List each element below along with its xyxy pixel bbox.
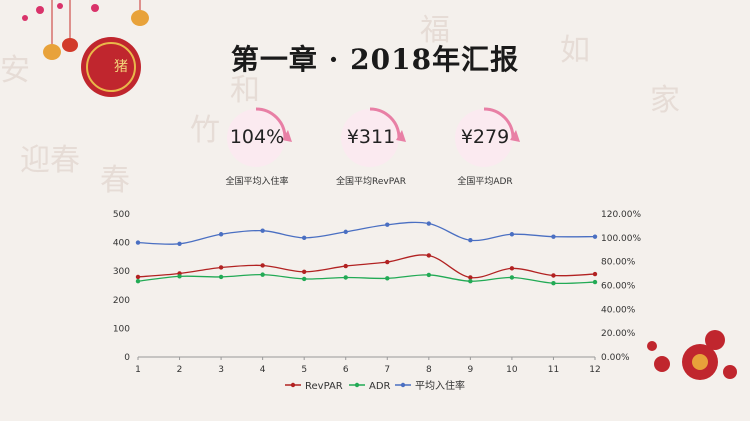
legend-swatch-marker [354,382,360,388]
x-tick-label: 12 [589,365,600,375]
svg-text:和: 和 [230,73,260,108]
y-left-tick-label: 400 [113,239,130,249]
data-point [343,229,348,235]
kpi-revpar: ¥311 全国平均RevPAR [311,100,431,190]
data-point [177,274,182,279]
kpi-value: ¥279 [460,126,510,148]
data-point [592,271,598,277]
data-point [260,263,265,268]
svg-text:安: 安 [0,53,30,88]
data-point [551,281,556,286]
svg-text:春: 春 [100,163,130,198]
data-point [468,279,473,284]
data-point [468,238,473,243]
data-point [301,235,307,241]
svg-text:如: 如 [560,33,590,68]
svg-text:竹: 竹 [190,113,220,148]
pink-ring-arrow-icon [341,107,406,167]
data-point [218,274,224,280]
data-point [592,234,598,239]
kpi-value: ¥311 [346,126,396,148]
series-line-2 [137,221,596,245]
data-point [509,266,515,271]
x-tick-label: 9 [467,365,473,375]
kpi-value: 104% [229,126,285,148]
x-tick-label: 7 [384,365,390,375]
svg-text:福: 福 [420,13,450,48]
zodiac-medallion: 猪 [80,36,142,98]
data-point [551,234,556,239]
series-line-1 [137,273,596,285]
blossom-decoration [647,330,737,380]
lantern-decoration [22,0,149,60]
data-point [509,275,515,280]
pink-ring-arrow-icon [227,107,292,167]
y-left-tick-label: 0 [124,353,130,363]
x-tick-label: 4 [260,365,266,375]
data-point [468,275,473,280]
y-right-tick-label: 80.00% [601,258,636,268]
data-point [218,232,224,237]
kpi-label: 全国平均RevPAR [336,177,406,187]
data-point [592,279,598,285]
x-tick-label: 10 [506,365,518,375]
data-point [301,276,307,282]
data-point [385,259,390,265]
y-right-tick-label: 0.00% [601,353,630,363]
x-tick-label: 6 [343,365,349,375]
zodiac-char: 猪 [114,59,128,75]
legend-label: ADR [369,381,391,392]
data-point [385,276,390,281]
kpi-label: 全国平均ADR [457,177,513,187]
x-tick-label: 1 [135,365,141,375]
data-point [135,240,141,245]
data-point [177,241,182,246]
series-line-0 [137,254,596,279]
x-tick-label: 3 [218,365,224,375]
data-point [426,221,432,226]
x-tick-label: 2 [177,365,183,375]
y-left-tick-label: 100 [113,324,130,334]
data-point [426,272,432,278]
data-point [509,232,515,237]
data-point [343,263,348,269]
legend-swatch-marker [290,382,296,388]
x-tick-label: 8 [426,365,432,375]
legend-swatch-marker [400,382,406,388]
y-right-tick-label: 20.00% [601,329,636,339]
y-right-tick-label: 60.00% [601,282,636,292]
y-left-tick-label: 500 [113,210,130,220]
data-point [260,228,265,233]
svg-text:迎春: 迎春 [20,143,80,178]
pink-ring-arrow-icon [455,107,520,167]
x-tick-label: 11 [548,365,559,375]
data-point [135,274,141,280]
legend-label: 平均入住率 [415,379,465,392]
kpi-occupancy: 104% 全国平均入住率 [197,100,317,190]
data-point [426,253,432,258]
legend-label: RevPAR [305,381,343,392]
y-left-tick-label: 300 [113,267,130,277]
y-right-tick-label: 100.00% [601,234,641,244]
y-left-tick-label: 200 [113,296,130,306]
data-point [135,279,141,284]
data-point [260,272,265,277]
kpi-adr: ¥279 全国平均ADR [425,100,545,190]
data-point [551,273,556,278]
y-right-tick-label: 120.00% [601,210,641,220]
data-point [343,275,348,280]
data-point [218,265,224,270]
data-point [301,269,307,274]
svg-text:家: 家 [650,83,680,118]
y-right-tick-label: 40.00% [601,305,636,315]
kpi-label: 全国平均入住率 [225,177,289,187]
x-tick-label: 5 [301,365,307,375]
data-point [385,222,390,227]
page-title: 第一章 · 2018年汇报 [230,43,520,76]
